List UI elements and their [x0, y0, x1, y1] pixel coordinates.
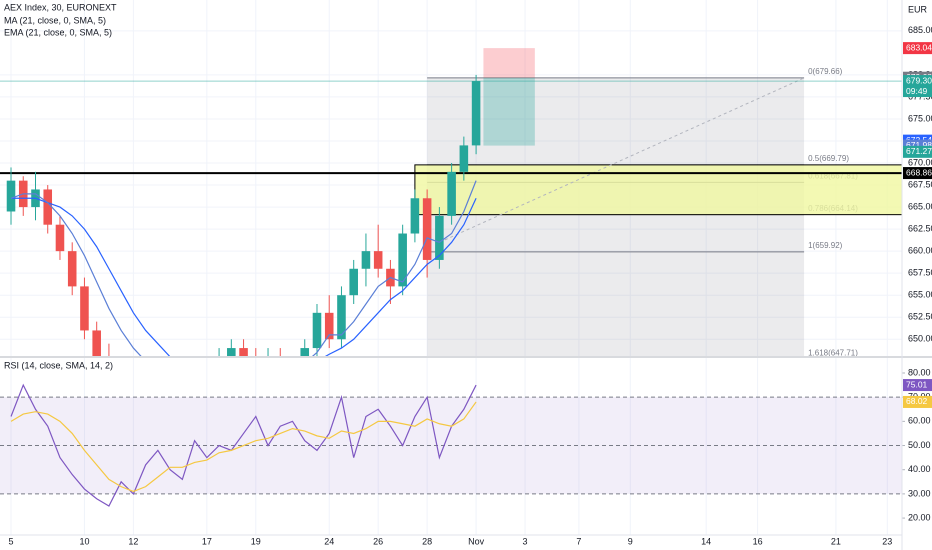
candle-body [410, 198, 420, 234]
candle-body [361, 251, 371, 269]
candle-body [6, 180, 16, 212]
price-badge-label: 671.98 [906, 140, 932, 150]
series-line [11, 197, 477, 356]
x-tick-label: 16 [753, 536, 763, 546]
candle-body [43, 189, 53, 225]
price-badge-label: 668.86 [906, 167, 932, 177]
x-tick-label: 9 [628, 536, 633, 546]
y-tick-label: 657.50 [908, 268, 932, 278]
price-badge [903, 395, 932, 408]
trend-line [439, 77, 805, 243]
series-line [10, 401, 477, 493]
fib-label: 0.5(669.79) [808, 154, 849, 163]
y-tick-label: 685.00 [908, 25, 932, 35]
candle-body [239, 348, 248, 356]
series-line [10, 180, 477, 356]
candle-body [80, 286, 89, 331]
candle-body [398, 233, 407, 287]
y-tick-label: 665.00 [908, 201, 932, 211]
price-badge-label: 683.04 [906, 42, 932, 52]
y-tick-label: 30.00 [908, 488, 931, 498]
price-badge [903, 145, 932, 158]
fib-label: 1.618(647.71) [808, 349, 858, 358]
candle-body [92, 330, 101, 356]
candle-body [67, 251, 77, 287]
axes: 650.00 652.50 655.00 657.50 660.00 662.50 665.… [9, 25, 932, 546]
countdown: 09:49 [906, 86, 928, 96]
countdown-badge [903, 86, 932, 98]
price-badge [903, 42, 932, 55]
price-badge [903, 75, 932, 88]
x-tick-label: 21 [831, 536, 841, 546]
y-tick-label: 80.00 [908, 367, 931, 377]
y-tick-label: 60.00 [908, 416, 931, 426]
candle-body [435, 215, 444, 260]
price-badge-label: 679.30 [906, 75, 932, 85]
price-badge [903, 167, 932, 180]
y-tick-label: 655.00 [908, 290, 932, 300]
candle-body [349, 268, 358, 296]
y-tick-label: 670.00 [908, 157, 932, 167]
candle-body [373, 251, 383, 269]
y-tick-label: 20.00 [908, 512, 931, 522]
candle-body [447, 171, 456, 216]
x-tick-label: 24 [324, 536, 334, 546]
x-tick-label: 23 [882, 536, 892, 546]
x-tick-label: 3 [523, 536, 528, 546]
main-pane: 0(679.66)0.5(669.79)0.618(667.81)0.786(6… [0, 0, 902, 358]
candle-body [324, 312, 334, 340]
candle-body [55, 224, 65, 252]
y-tick-label: 662.50 [908, 223, 932, 233]
y-tick-label: 675.00 [908, 113, 932, 123]
fib-label: 1(659.92) [808, 241, 843, 250]
y-tick-label: 50.00 [908, 440, 931, 450]
rsi-pane [0, 358, 902, 535]
legend-ma: MA (21, close, 0, SMA, 5) [4, 15, 106, 25]
x-tick-label: 12 [128, 536, 138, 546]
y-tick-label: 652.50 [908, 312, 932, 322]
x-tick-label: 26 [373, 536, 383, 546]
x-tick-label: 19 [251, 536, 261, 546]
y-tick-label: 650.00 [908, 334, 932, 344]
candle-body [227, 348, 236, 356]
rsi-title: RSI (14, close, SMA, 14, 2) [4, 360, 113, 370]
target-zone [483, 77, 535, 146]
price-badge-label: 68.02 [906, 396, 928, 406]
legend-ema: EMA (21, close, 0, SMA, 5) [4, 27, 112, 37]
candle-body [459, 145, 469, 172]
fib-background [427, 77, 805, 356]
y-tick-label: 667.50 [908, 179, 932, 189]
price-badge-label: 671.27 [906, 146, 932, 156]
y-tick-label: 660.00 [908, 246, 932, 256]
x-tick-label: 5 [9, 536, 14, 546]
candle-body [337, 295, 346, 340]
candle-body [312, 312, 322, 349]
symbol-title: AEX Index, 30, EURONEXT [4, 2, 117, 12]
x-tick-label: Nov [468, 536, 485, 546]
price-badge-label: 75.01 [906, 379, 928, 389]
candle-body [422, 198, 432, 260]
currency: EUR [908, 4, 928, 14]
x-tick-label: 7 [576, 536, 581, 546]
x-tick-label: 17 [202, 536, 212, 546]
candle-body [300, 348, 310, 356]
series-line [10, 383, 477, 507]
x-tick-label: 10 [79, 536, 89, 546]
price-badge [903, 379, 932, 392]
x-tick-label: 14 [701, 536, 711, 546]
candle-body [471, 81, 481, 146]
x-tick-label: 28 [422, 536, 432, 546]
fib-label: 0(679.66) [808, 67, 843, 76]
y-tick-label: 40.00 [908, 464, 931, 474]
stop-zone [483, 48, 535, 78]
